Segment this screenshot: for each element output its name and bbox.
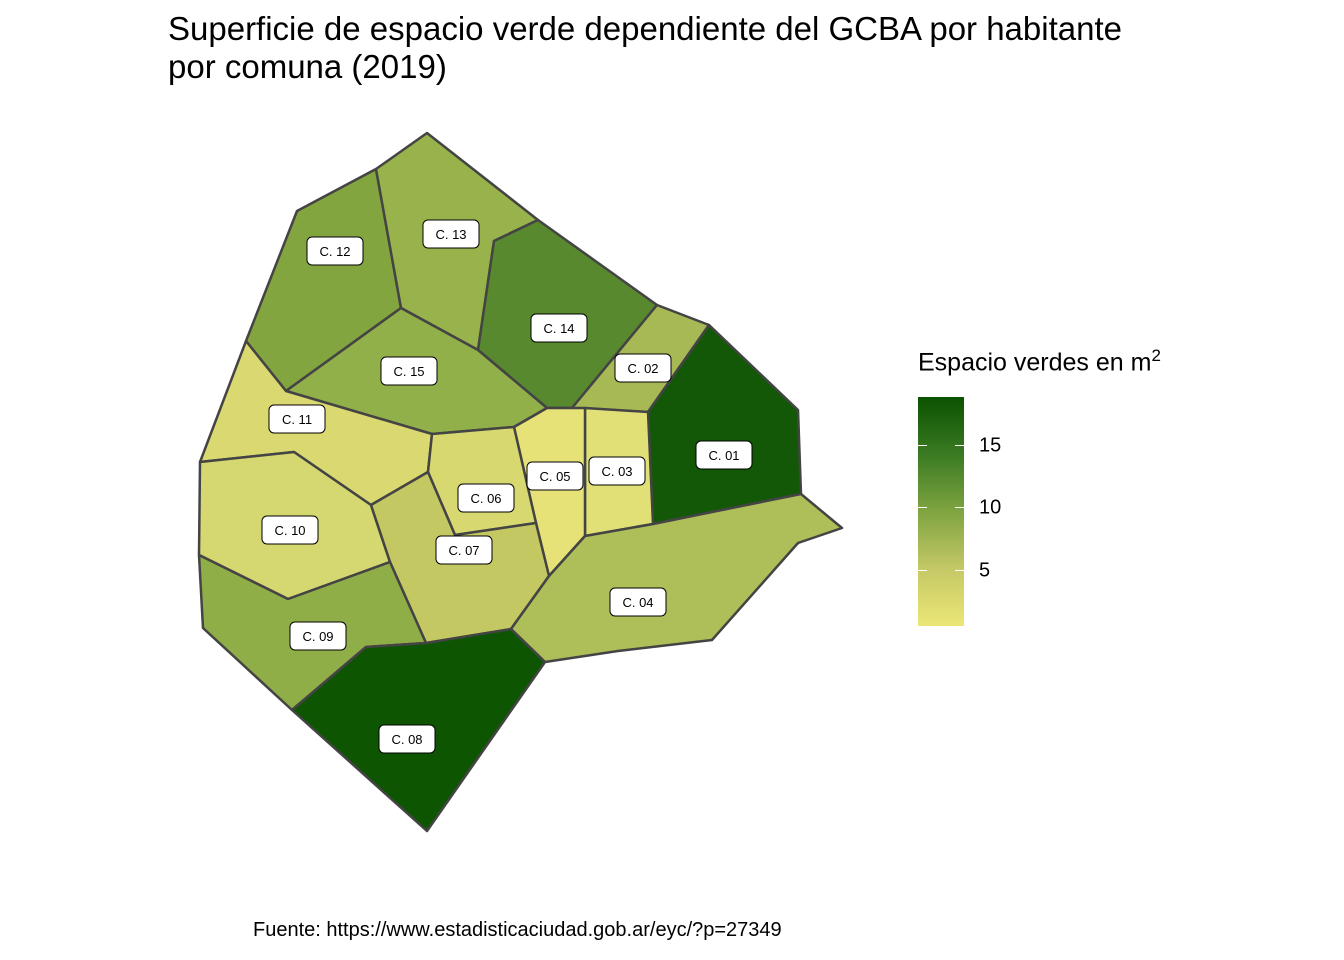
label-c02: C. 02	[614, 353, 672, 383]
legend-title-superscript: 2	[1151, 346, 1161, 365]
label-text: C. 09	[302, 629, 333, 644]
label-text: C. 14	[543, 321, 574, 336]
label-box	[380, 356, 438, 386]
label-box	[695, 440, 753, 470]
label-box	[614, 353, 672, 383]
label-c07: C. 07	[435, 535, 493, 565]
legend-title-text: Espacio verdes en m	[918, 348, 1152, 377]
chart-title-line-2: por comuna (2019)	[168, 48, 447, 85]
label-c11: C. 11	[268, 404, 326, 434]
label-text: C. 02	[627, 361, 658, 376]
label-c05: C. 05	[526, 461, 584, 491]
label-c06: C. 06	[457, 483, 515, 513]
label-box	[435, 535, 493, 565]
label-box	[289, 621, 347, 651]
label-box	[261, 515, 319, 545]
label-box	[609, 587, 667, 617]
label-text: C. 11	[282, 412, 312, 427]
source-caption: Fuente: https://www.estadisticaciudad.go…	[253, 919, 782, 941]
label-c10: C. 10	[261, 515, 319, 545]
label-text: C. 08	[391, 732, 422, 747]
label-box	[530, 313, 588, 343]
label-c12: C. 12	[306, 236, 364, 266]
label-text: C. 07	[448, 543, 479, 558]
label-c01: C. 01	[695, 440, 753, 470]
label-c08: C. 08	[378, 724, 436, 754]
label-text: C. 10	[274, 523, 305, 538]
legend-tick-label: 15	[979, 434, 1002, 457]
label-box	[378, 724, 436, 754]
label-box	[526, 461, 584, 491]
label-c13: C. 13	[422, 219, 480, 249]
label-box	[422, 219, 480, 249]
label-c04: C. 04	[609, 587, 667, 617]
label-text: C. 15	[393, 364, 424, 379]
label-text: C. 12	[319, 244, 350, 259]
label-box	[588, 456, 646, 486]
label-text: C. 03	[601, 464, 632, 479]
label-box	[457, 483, 515, 513]
legend-tick-label: 5	[979, 559, 991, 582]
label-text: C. 06	[470, 491, 501, 506]
label-text: C. 01	[708, 448, 739, 463]
label-c14: C. 14	[530, 313, 588, 343]
label-box	[268, 404, 326, 434]
label-c15: C. 15	[380, 356, 438, 386]
comuna-c04	[509, 492, 844, 664]
legend-title: Espacio verdes en m2	[918, 346, 1161, 377]
label-text: C. 13	[435, 227, 466, 242]
label-c09: C. 09	[289, 621, 347, 651]
label-box	[306, 236, 364, 266]
label-c03: C. 03	[588, 456, 646, 486]
label-text: C. 05	[539, 469, 570, 484]
chart-title-line-1: Superficie de espacio verde dependiente …	[168, 10, 1122, 47]
label-text: C. 04	[622, 595, 653, 610]
legend-colorbar	[918, 397, 964, 626]
chart-title: Superficie de espacio verde dependiente …	[168, 10, 1122, 86]
legend-tick-label: 10	[979, 496, 1002, 519]
